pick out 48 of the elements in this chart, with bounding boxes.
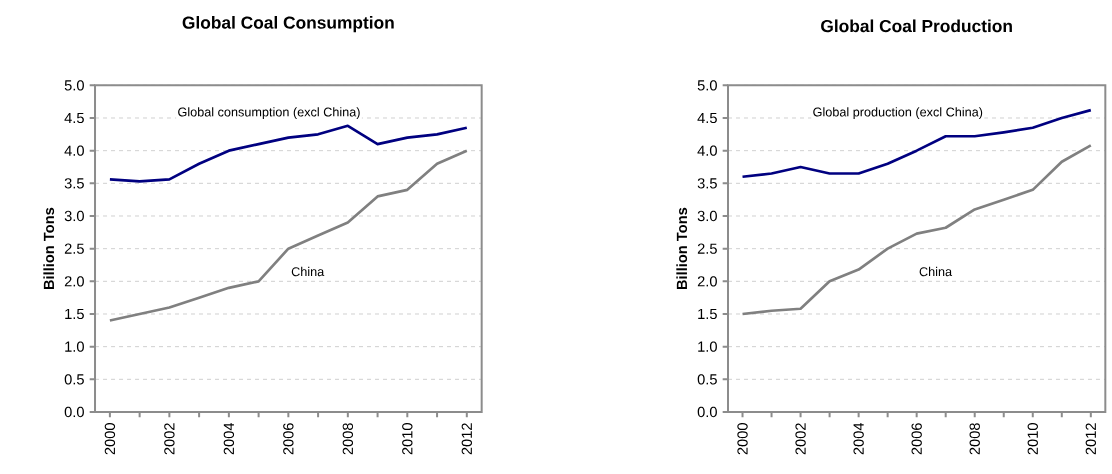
y-tick-label: 1.0 <box>65 341 84 352</box>
x-tick-label: 2012 <box>1085 423 1097 455</box>
x-tick-label: 2012 <box>461 423 472 455</box>
y-tick-label: 0.0 <box>697 406 717 418</box>
y-tick-label: 0.5 <box>64 374 84 385</box>
series-label: Global production (excl China) <box>813 107 983 120</box>
y-tick-label: 0.5 <box>697 374 717 385</box>
x-tick-label: 2008 <box>969 423 980 455</box>
y-tick-label: 4.0 <box>64 145 84 156</box>
y-axis-title: Billion Tons <box>43 207 55 290</box>
line-series <box>741 108 1093 179</box>
y-tick-label: 4.0 <box>697 145 717 156</box>
line-series <box>108 149 469 322</box>
chart-title: Global Coal Consumption <box>182 16 394 33</box>
series-label: Global consumption (excl China) <box>178 107 360 120</box>
y-tick-label: 5.0 <box>64 80 84 91</box>
x-tick-label: 2008 <box>342 423 354 455</box>
y-tick-label: 4.5 <box>64 112 84 124</box>
y-tick-label: 1.0 <box>698 341 717 352</box>
y-tick-label: 4.5 <box>697 112 717 124</box>
x-tick-label: 2006 <box>283 423 294 455</box>
line-series <box>108 124 469 183</box>
y-tick-label: 3.5 <box>697 178 717 189</box>
x-tick-label: 2002 <box>164 423 175 455</box>
x-tick-label: 2010 <box>1027 423 1038 455</box>
x-tick-label: 2006 <box>911 423 922 455</box>
chart-title: Global Coal Production <box>821 19 1012 33</box>
x-tick-label: 2000 <box>104 423 116 455</box>
text: China <box>919 266 953 277</box>
y-tick-label: 2.5 <box>64 243 84 254</box>
x-tick-label: 2002 <box>795 423 806 455</box>
y-tick-label: 3.0 <box>64 210 84 222</box>
y-tick-label: 3.5 <box>64 178 84 189</box>
y-tick-label: 3.0 <box>697 210 717 222</box>
x-tick-label: 2004 <box>223 422 235 455</box>
series-label: China <box>291 266 325 277</box>
y-tick-label: 1.5 <box>65 308 84 320</box>
x-tick-label: 2004 <box>853 422 864 455</box>
y-tick-label: 0.0 <box>64 406 84 418</box>
y-axis-title: Billion Tons <box>676 207 688 290</box>
y-tick-label: 5.0 <box>697 80 717 91</box>
line-series <box>741 144 1093 316</box>
x-tick-label: 2010 <box>402 423 413 455</box>
y-tick-label: 2.5 <box>697 243 717 254</box>
x-tick-label: 2000 <box>737 423 748 455</box>
y-tick-label: 2.0 <box>697 276 717 287</box>
y-tick-label: 1.5 <box>698 308 717 320</box>
y-tick-label: 2.0 <box>64 276 84 287</box>
